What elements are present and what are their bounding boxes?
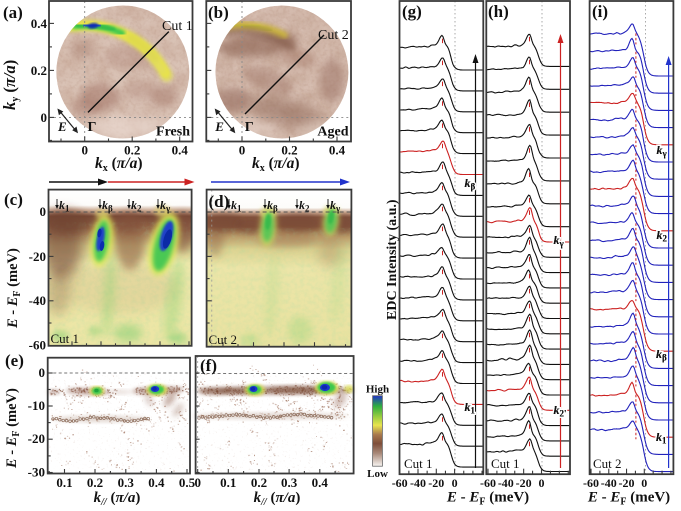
svg-text:k// (π/a): k// (π/a): [254, 490, 301, 506]
svg-text:Cut 2: Cut 2: [209, 332, 238, 347]
svg-text:kβ: kβ: [102, 198, 113, 214]
svg-text:0: 0: [641, 476, 647, 490]
svg-text:0.4: 0.4: [312, 475, 329, 490]
svg-text:E - EF (meV): E - EF (meV): [5, 248, 23, 329]
svg-text:ky (π/a): ky (π/a): [0, 60, 21, 110]
svg-text:Γ: Γ: [88, 120, 97, 135]
svg-text:kγ: kγ: [160, 198, 171, 214]
svg-text:kβ: kβ: [267, 198, 278, 214]
svg-text:(f): (f): [200, 356, 217, 375]
svg-text:E: E: [57, 119, 67, 134]
svg-text:-40: -40: [601, 476, 617, 490]
svg-text:k// (π/a): k// (π/a): [94, 490, 141, 506]
svg-text:kγ: kγ: [554, 233, 565, 249]
svg-text:k2: k2: [657, 228, 668, 244]
svg-text:-20: -20: [28, 431, 45, 446]
svg-text:0.5: 0.5: [179, 475, 196, 490]
svg-text:-20: -20: [619, 476, 635, 490]
svg-text:k2: k2: [657, 228, 668, 244]
svg-text:(b): (b): [208, 3, 229, 22]
svg-text:kγ: kγ: [554, 233, 565, 249]
svg-text:-20: -20: [516, 476, 532, 490]
svg-text:k1: k1: [59, 198, 70, 214]
svg-text:kγ: kγ: [657, 143, 668, 159]
svg-text:0: 0: [81, 143, 88, 158]
svg-text:kx (π/a): kx (π/a): [252, 155, 300, 174]
svg-text:-20: -20: [29, 249, 46, 264]
svg-text:(c): (c): [4, 190, 23, 209]
svg-text:(i): (i): [592, 2, 608, 21]
svg-text:-10: -10: [28, 398, 45, 413]
svg-text:0.2: 0.2: [251, 475, 267, 490]
svg-text:kβ: kβ: [656, 347, 667, 363]
svg-text:kx (π/a): kx (π/a): [95, 155, 143, 174]
svg-text:Aged: Aged: [317, 125, 348, 140]
svg-text:-40: -40: [410, 476, 426, 490]
svg-text:0.3: 0.3: [118, 475, 135, 490]
svg-text:0: 0: [40, 204, 47, 219]
svg-text:0: 0: [194, 475, 201, 490]
svg-text:Cut 1: Cut 1: [51, 331, 80, 346]
svg-text:0.2: 0.2: [281, 143, 297, 158]
svg-text:k1: k1: [465, 400, 476, 416]
svg-text:Low: Low: [367, 468, 388, 480]
svg-text:Fresh: Fresh: [156, 125, 190, 140]
svg-text:kβ: kβ: [465, 176, 476, 192]
svg-text:k1: k1: [656, 430, 667, 446]
svg-text:0.1: 0.1: [56, 475, 72, 490]
svg-text:-40: -40: [29, 293, 46, 308]
svg-text:Cut 2: Cut 2: [318, 28, 349, 43]
svg-text:(g): (g): [402, 2, 422, 21]
svg-text:(a): (a): [3, 3, 23, 22]
svg-text:kγ: kγ: [330, 198, 341, 214]
svg-text:-60: -60: [583, 476, 599, 490]
svg-text:0: 0: [239, 143, 246, 158]
svg-text:0.4: 0.4: [172, 143, 189, 158]
svg-text:0.4: 0.4: [329, 143, 346, 158]
svg-text:0: 0: [39, 365, 46, 380]
svg-text:0.4: 0.4: [31, 16, 48, 31]
svg-text:E - EF (meV): E - EF (meV): [446, 490, 529, 507]
svg-text:k2: k2: [299, 198, 310, 214]
svg-text:0.3: 0.3: [281, 475, 298, 490]
svg-text:kγ: kγ: [657, 143, 668, 159]
svg-text:0.4: 0.4: [148, 475, 165, 490]
svg-text:-60: -60: [29, 338, 46, 353]
svg-text:EDC Intensity (a.u.): EDC Intensity (a.u.): [385, 199, 400, 320]
svg-text:-30: -30: [28, 465, 45, 480]
svg-text:-60: -60: [392, 476, 408, 490]
svg-text:E - EF (meV): E - EF (meV): [587, 490, 670, 507]
svg-text:0.2: 0.2: [31, 63, 47, 78]
svg-text:0.1: 0.1: [220, 475, 236, 490]
svg-text:k1: k1: [656, 430, 667, 446]
svg-text:0: 0: [41, 110, 48, 125]
svg-text:(d): (d): [209, 192, 230, 211]
svg-text:kβ: kβ: [465, 176, 476, 192]
svg-text:k2': k2': [554, 403, 567, 419]
svg-text:0.2: 0.2: [87, 475, 103, 490]
svg-text:Cut 2: Cut 2: [593, 456, 622, 471]
svg-text:(e): (e): [5, 351, 24, 370]
svg-text:kβ: kβ: [656, 347, 667, 363]
svg-text:Γ: Γ: [245, 120, 254, 135]
svg-text:-60: -60: [480, 476, 496, 490]
svg-text:k2': k2': [554, 403, 567, 419]
svg-text:0: 0: [452, 476, 458, 490]
svg-text:E: E: [214, 119, 224, 134]
svg-text:(h): (h): [488, 2, 509, 21]
svg-text:E - EF (meV): E - EF (meV): [4, 388, 22, 469]
svg-text:k1: k1: [231, 198, 242, 214]
svg-text:Cut 1: Cut 1: [491, 456, 520, 471]
svg-text:0.2: 0.2: [124, 143, 140, 158]
svg-text:-40: -40: [498, 476, 514, 490]
svg-text:k2: k2: [131, 198, 142, 214]
svg-text:k1: k1: [465, 400, 476, 416]
svg-text:0: 0: [539, 476, 545, 490]
svg-text:Cut 1: Cut 1: [162, 19, 193, 34]
svg-text:-20: -20: [428, 476, 444, 490]
svg-text:High: High: [366, 384, 389, 396]
svg-text:Cut 1: Cut 1: [404, 456, 433, 471]
